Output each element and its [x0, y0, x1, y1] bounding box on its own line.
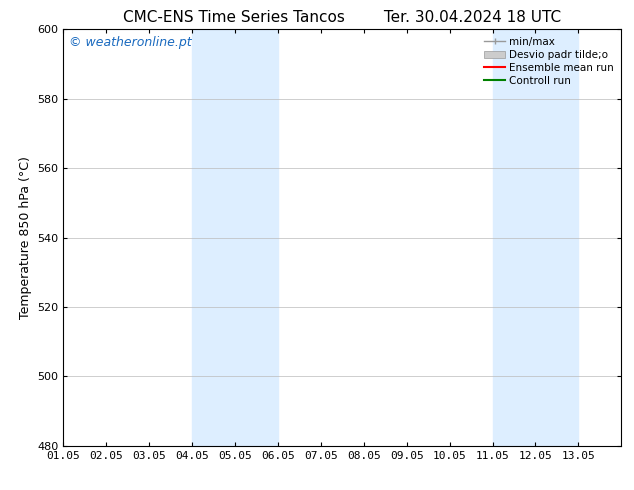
Bar [192, 29, 278, 446]
Y-axis label: Temperature 850 hPa (°C): Temperature 850 hPa (°C) [19, 156, 32, 319]
Bar [493, 29, 578, 446]
Legend: min/max, Desvio padr tilde;o, Ensemble mean run, Controll run: min/max, Desvio padr tilde;o, Ensemble m… [482, 35, 616, 88]
Title: CMC-ENS Time Series Tancos        Ter. 30.04.2024 18 UTC: CMC-ENS Time Series Tancos Ter. 30.04.20… [123, 10, 562, 25]
Text: © weatheronline.pt: © weatheronline.pt [69, 36, 191, 49]
